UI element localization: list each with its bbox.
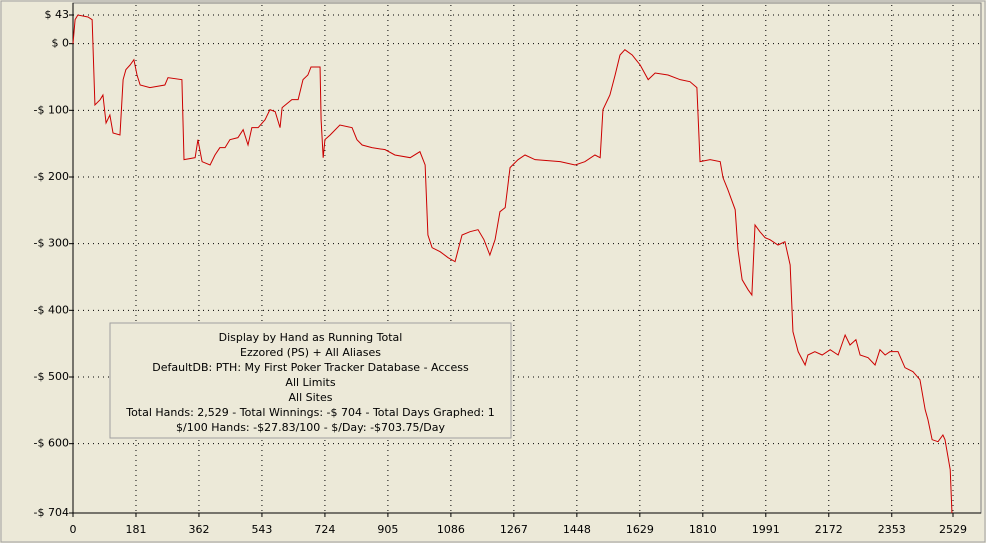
x-tick-label: 1448	[563, 523, 591, 536]
x-tick-label: 2172	[815, 523, 843, 536]
x-tick-label: 1086	[437, 523, 465, 536]
x-tick-label: 181	[125, 523, 146, 536]
info-text: $/100 Hands: -$27.83/100 - $/Day: -$703.…	[176, 421, 445, 434]
y-tick-label: -$ 704	[34, 506, 69, 519]
y-tick-label: $ 0	[52, 37, 70, 50]
y-tick-label: -$ 400	[34, 303, 69, 316]
info-text: DefaultDB: PTH: My First Poker Tracker D…	[152, 361, 469, 374]
y-tick-label: -$ 100	[34, 103, 69, 116]
x-tick-label: 724	[314, 523, 335, 536]
x-tick-label: 1267	[500, 523, 528, 536]
x-tick-label: 2353	[878, 523, 906, 536]
y-tick-label: -$ 500	[34, 370, 69, 383]
info-text: All Limits	[285, 376, 335, 389]
y-tick-label: -$ 200	[34, 170, 69, 183]
data-line	[72, 14, 953, 514]
x-tick-label: 2529	[939, 523, 967, 536]
x-tick-label: 543	[251, 523, 272, 536]
x-tick-label: 1810	[689, 523, 717, 536]
y-tick-label: -$ 600	[34, 437, 69, 450]
x-tick-label: 1991	[752, 523, 780, 536]
x-tick-label: 1629	[626, 523, 654, 536]
info-text: Display by Hand as Running Total	[219, 331, 403, 344]
info-text: Total Hands: 2,529 - Total Winnings: -$ …	[125, 406, 495, 419]
y-tick-label: $ 43	[45, 8, 70, 21]
x-tick-label: 362	[188, 523, 209, 536]
info-box	[109, 322, 512, 439]
y-tick-label: -$ 300	[34, 237, 69, 250]
x-tick-label: 0	[70, 523, 77, 536]
x-tick-label: 905	[377, 523, 398, 536]
info-text: Ezzored (PS) + All Aliases	[240, 346, 381, 359]
info-text: All Sites	[289, 391, 333, 404]
